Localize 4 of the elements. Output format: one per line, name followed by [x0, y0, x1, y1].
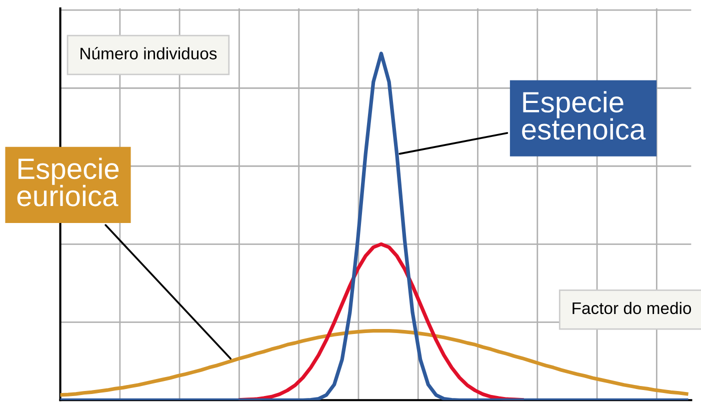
x-axis-title: Factor do medio [572, 302, 692, 314]
text: Especie estenoica [522, 91, 646, 140]
y-axis-title: Número individuos [80, 47, 217, 60]
text: Especie eurioica [17, 158, 119, 206]
